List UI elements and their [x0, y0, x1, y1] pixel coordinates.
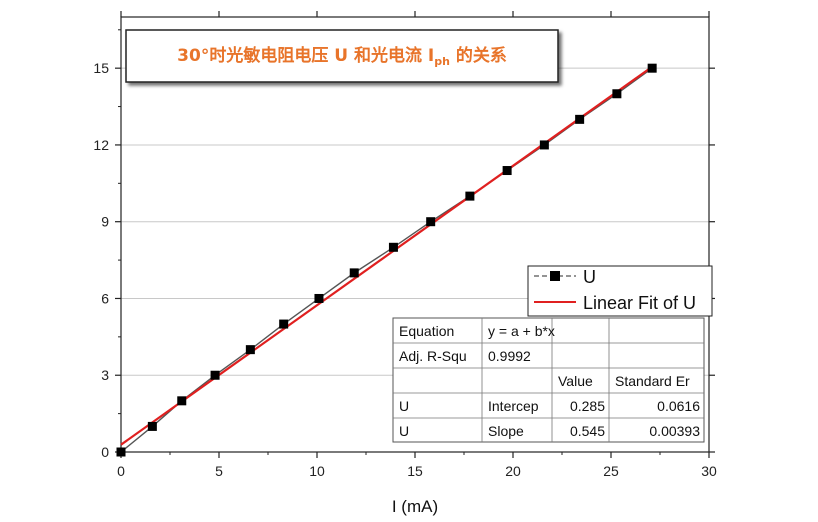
table-cell: Value	[558, 373, 593, 389]
table-cell: Equation	[399, 323, 454, 339]
x-tick-label: 30	[701, 463, 717, 479]
x-axis: 0 5 10 15 20 25 30	[117, 11, 717, 479]
table-cell: 0.0616	[657, 398, 700, 414]
title-text-main: 30°时光敏电阻电压 U 和光电流 I	[177, 45, 434, 66]
x-tick-label: 5	[215, 463, 223, 479]
data-point	[245, 345, 255, 355]
y-tick-label: 12	[93, 137, 109, 153]
legend-swatch-u	[534, 271, 576, 281]
svg-text:30°时光敏电阻电压 U 和光电流 Iph 的关系: 30°时光敏电阻电压 U 和光电流 Iph 的关系	[177, 45, 507, 68]
legend-label-u: U	[583, 267, 596, 287]
table-cell: y = a + b*x	[488, 323, 555, 339]
y-tick-label: 3	[101, 367, 109, 383]
data-point	[314, 293, 324, 303]
y-tick-label: 6	[101, 290, 109, 306]
table-cell: Slope	[488, 423, 524, 439]
x-tick-label: 25	[603, 463, 619, 479]
table-cell: U	[399, 398, 409, 414]
table-cell: 0.545	[570, 423, 605, 439]
title-text-tail: 的关系	[450, 45, 507, 66]
data-point	[539, 140, 549, 150]
data-point	[388, 242, 398, 252]
x-axis-title: I (mA)	[392, 497, 438, 516]
data-point	[502, 166, 512, 176]
table-cell: Adj. R-Squ	[399, 348, 467, 364]
data-point	[349, 268, 359, 278]
chart-title: 30°时光敏电阻电压 U 和光电流 Iph 的关系	[125, 29, 559, 83]
data-point	[177, 396, 187, 406]
linear-fit-line	[120, 65, 653, 446]
title-box	[125, 29, 559, 83]
data-point	[647, 63, 657, 73]
x-tick-label: 10	[309, 463, 325, 479]
table-cell: Standard Er	[615, 373, 690, 389]
fit-statistics-table: Equation y = a + b*x Adj. R-Squ 0.9992 Value…	[392, 317, 705, 443]
y-tick-label: 0	[101, 444, 109, 460]
title-subscript: ph	[434, 55, 450, 68]
data-point	[147, 421, 157, 431]
x-tick-label: 0	[117, 463, 125, 479]
table-cell: 0.285	[570, 398, 605, 414]
data-point	[210, 370, 220, 380]
data-point	[612, 89, 622, 99]
table-cell: 0.00393	[649, 423, 700, 439]
data-point	[116, 447, 126, 457]
y-tick-label: 9	[101, 214, 109, 230]
table-cell: U	[399, 423, 409, 439]
data-point	[426, 217, 436, 227]
x-tick-label: 15	[407, 463, 423, 479]
table-cell: Intercep	[488, 398, 539, 414]
y-tick-label: 15	[93, 60, 109, 76]
legend: U Linear Fit of U	[527, 265, 713, 317]
x-tick-label: 20	[505, 463, 521, 479]
data-point	[575, 114, 585, 124]
table-cell: 0.9992	[488, 348, 531, 364]
y-axis: 0 3 6 9 12 15	[93, 29, 715, 460]
data-point	[279, 319, 289, 329]
data-point	[465, 191, 475, 201]
legend-label-fit: Linear Fit of U	[583, 293, 696, 313]
data-layer	[116, 63, 657, 457]
